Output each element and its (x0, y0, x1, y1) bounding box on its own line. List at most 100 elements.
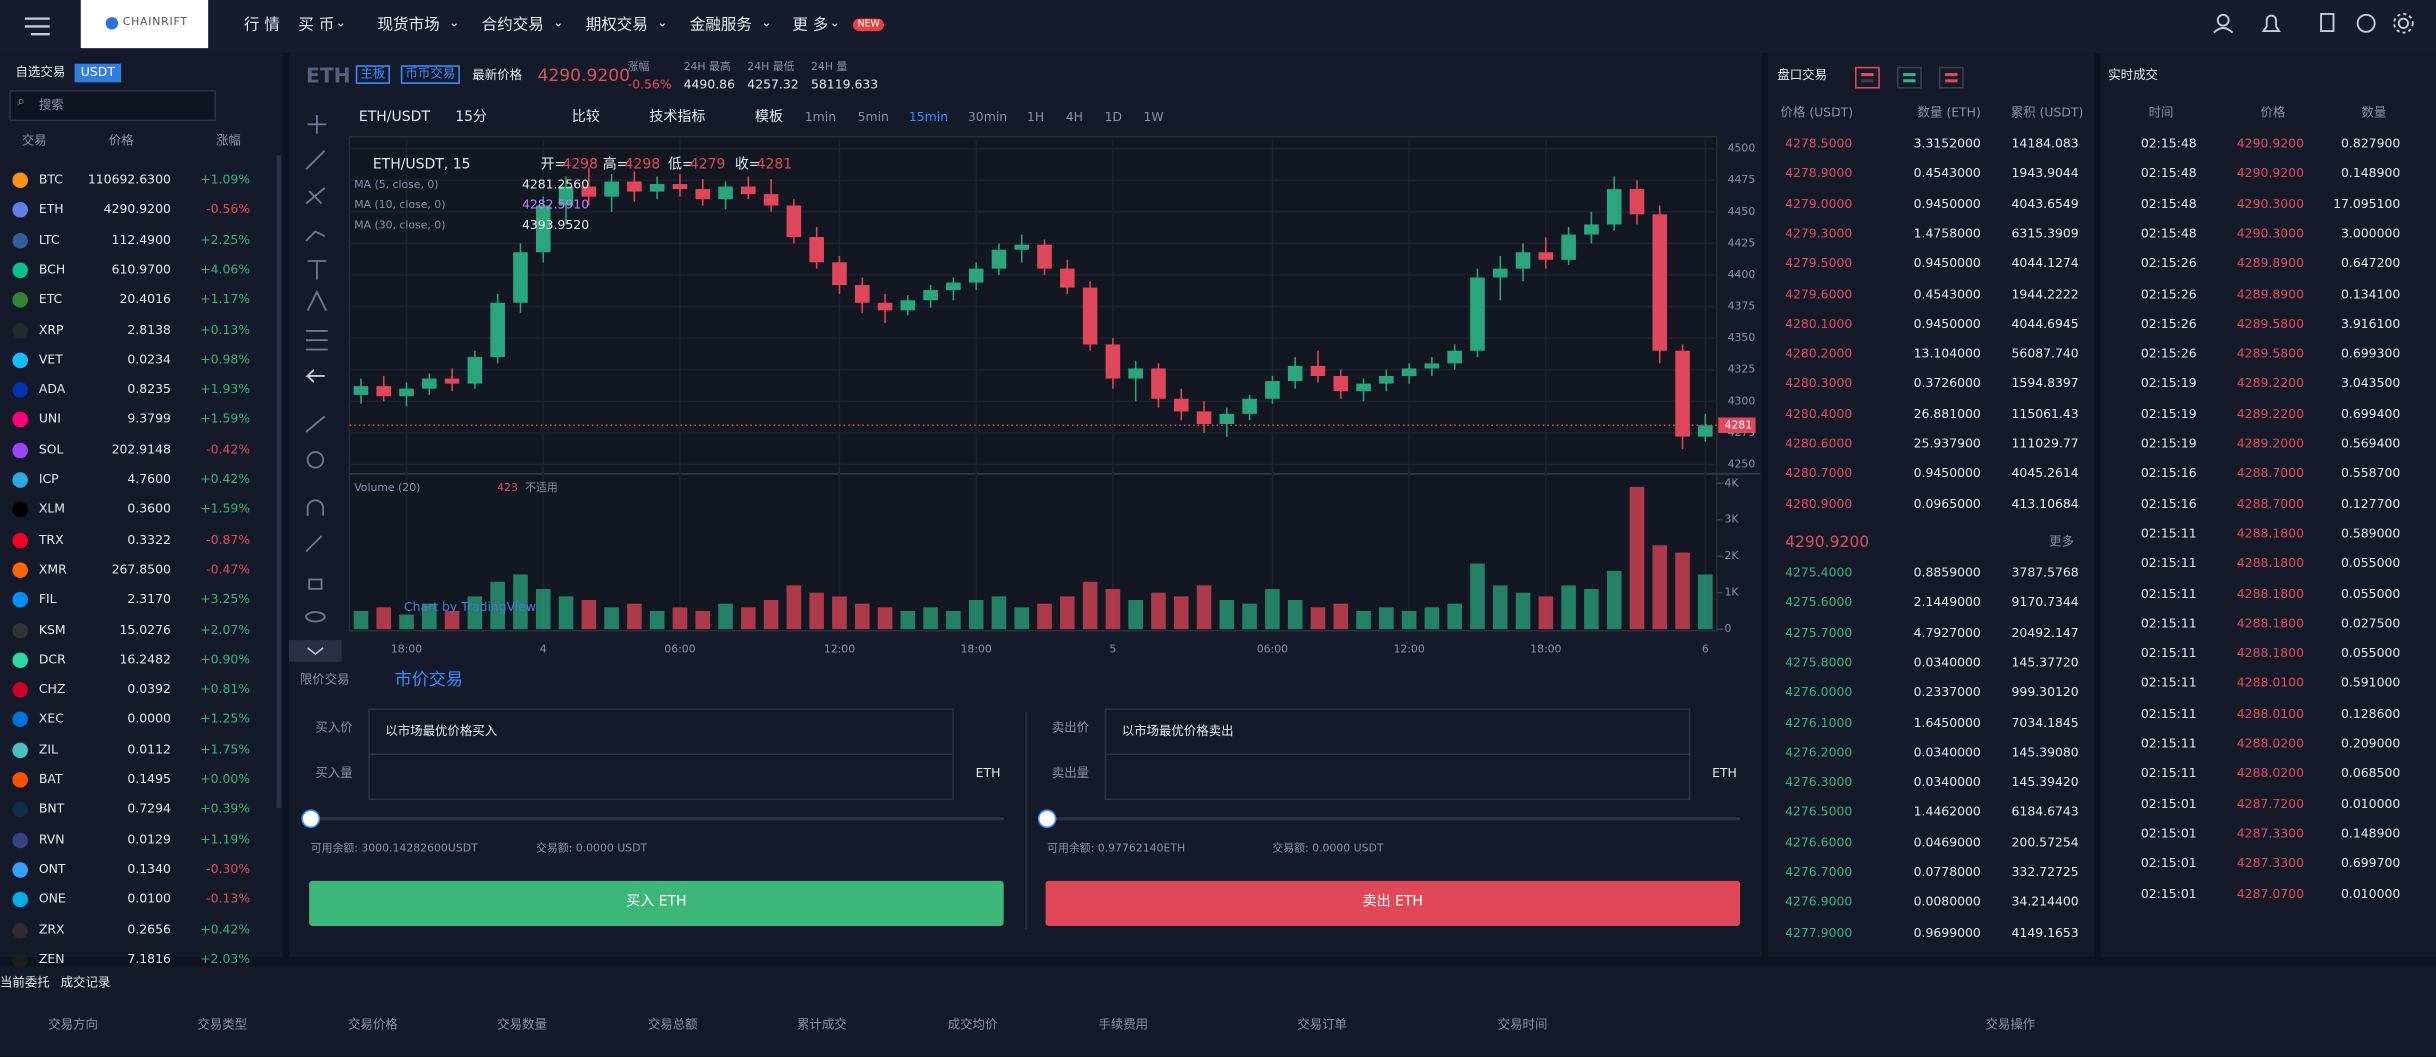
orders-tab[interactable]: 成交记录 (60, 975, 111, 990)
nav-item[interactable]: 行 情 (243, 17, 280, 35)
candle-body (718, 186, 733, 200)
ticker-tag[interactable]: 主板 (355, 65, 390, 84)
slider-track[interactable] (1047, 817, 1741, 821)
book-price[interactable]: 4276.0000 (1785, 685, 1853, 700)
interval-option[interactable]: 5min (857, 110, 889, 125)
slider-track[interactable] (310, 817, 1004, 821)
toolbar-item[interactable]: 技术指标 (649, 110, 706, 126)
volume-tick-label: 3K (1724, 513, 1739, 526)
candle-body (877, 302, 893, 311)
drawing-tools[interactable] (305, 114, 328, 623)
nav-item[interactable]: 买 币 (298, 17, 335, 35)
last-price-tag (1718, 417, 1756, 434)
book-price[interactable]: 4280.4000 (1785, 406, 1853, 421)
interval-option[interactable]: 30min (967, 110, 1008, 125)
book-view-toggle[interactable] (1896, 66, 1922, 89)
header-icons[interactable] (2213, 13, 2414, 34)
chart-interval[interactable]: 15分 (455, 110, 487, 126)
nav-item[interactable]: 更 多 (792, 17, 829, 35)
trade-price: 4288.1800 (2236, 616, 2304, 631)
submit-button[interactable]: 卖出 ETH (1045, 880, 1741, 926)
volume-bar (718, 603, 733, 630)
orders-header: 交易时间 (1497, 1017, 1548, 1032)
book-price[interactable]: 4279.5000 (1785, 256, 1853, 271)
book-price[interactable]: 4279.0000 (1785, 196, 1853, 211)
volume-bar (649, 610, 665, 630)
nav-item[interactable]: 金融服务 (689, 17, 752, 35)
book-price[interactable]: 4280.3000 (1785, 376, 1853, 391)
book-price[interactable]: 4276.6000 (1785, 835, 1853, 850)
form-tab[interactable]: 限价交易 (299, 672, 350, 687)
logo-box[interactable] (80, 0, 209, 49)
book-price[interactable]: 4276.3000 (1785, 775, 1853, 790)
book-price[interactable]: 4278.5000 (1785, 136, 1853, 151)
qty-input[interactable] (368, 753, 954, 801)
volume-bar (741, 607, 756, 630)
book-price[interactable]: 4280.2000 (1785, 346, 1853, 361)
ticker-last: 4290.9200 (537, 65, 630, 86)
orders-tab[interactable]: 当前委托 (0, 975, 50, 990)
coin-price: 4290.9200 (103, 202, 171, 217)
book-price[interactable]: 4276.5000 (1785, 805, 1853, 820)
ticker-stat-value: 4490.86 (683, 77, 735, 92)
search-box[interactable]: 搜索 ⌕ (9, 90, 216, 122)
collapse-button[interactable] (288, 640, 342, 662)
interval-option[interactable]: 1min (804, 110, 837, 125)
coin-price: 202.9148 (111, 442, 171, 457)
book-price[interactable]: 4280.6000 (1785, 436, 1853, 451)
interval-option[interactable]: 1H (1026, 110, 1045, 125)
nav-caret: ⌄ (448, 15, 460, 30)
interval-option[interactable]: 1W (1143, 110, 1164, 125)
book-price[interactable]: 4276.9000 (1785, 895, 1853, 910)
book-price[interactable]: 4276.7000 (1785, 865, 1853, 880)
volume-bar (1014, 607, 1030, 630)
book-price[interactable]: 4276.2000 (1785, 745, 1853, 760)
book-price[interactable]: 4279.6000 (1785, 286, 1853, 301)
book-view-toggle[interactable] (1938, 66, 1964, 89)
coin-icon (12, 742, 28, 758)
book-price[interactable]: 4275.6000 (1785, 595, 1853, 610)
book-price[interactable]: 4280.1000 (1785, 316, 1853, 331)
market-tab[interactable]: 自选交易 (15, 65, 66, 80)
coin-icon (12, 682, 28, 698)
submit-button[interactable]: 买入 ETH (309, 880, 1004, 926)
slider-knob[interactable] (301, 809, 321, 829)
market-tab-active[interactable]: USDT (74, 63, 122, 83)
book-price[interactable]: 4277.9000 (1785, 925, 1853, 940)
book-price[interactable]: 4275.7000 (1785, 625, 1853, 640)
book-price[interactable]: 4280.9000 (1785, 496, 1853, 511)
price-input[interactable] (1104, 708, 1691, 756)
book-price[interactable]: 4279.3000 (1785, 226, 1853, 241)
volume-tick-label: 0 (1724, 622, 1731, 635)
nav-item[interactable]: 现货市场 (377, 17, 440, 35)
book-qty: 0.0340000 (1913, 745, 1981, 760)
trade-price: 4288.1800 (2236, 526, 2304, 541)
toolbar-item[interactable]: 模板 (755, 110, 784, 126)
nav-item[interactable]: 期权交易 (585, 17, 648, 35)
coin-change: +0.00% (200, 772, 251, 787)
book-price[interactable]: 4278.9000 (1785, 166, 1853, 181)
form-tab-active[interactable]: 市价交易 (394, 669, 463, 690)
chart-pair[interactable]: ETH/USDT (358, 110, 430, 126)
coin-price: 7.1816 (127, 952, 171, 967)
menu-icon[interactable] (24, 17, 50, 36)
interval-option[interactable]: 1D (1104, 110, 1123, 125)
book-more[interactable]: 更多 (2049, 534, 2075, 549)
qty-input[interactable] (1104, 753, 1691, 801)
coin-name: TRX (38, 532, 64, 547)
book-price[interactable]: 4276.1000 (1785, 715, 1853, 730)
book-price[interactable]: 4275.4000 (1785, 565, 1853, 580)
toolbar-item[interactable]: 比较 (571, 110, 600, 126)
slider-knob[interactable] (1037, 809, 1057, 829)
volume-bar (1333, 603, 1349, 630)
coin-price: 4.7600 (127, 472, 171, 487)
ticker-tag[interactable]: 币币交易 (400, 65, 460, 84)
interval-option[interactable]: 4H (1065, 110, 1084, 125)
book-price[interactable]: 4275.8000 (1785, 655, 1853, 670)
book-view-toggle[interactable] (1854, 66, 1880, 89)
trade-qty: 0.209000 (2341, 736, 2401, 751)
book-price[interactable]: 4280.7000 (1785, 466, 1853, 481)
nav-item[interactable]: 合约交易 (481, 17, 544, 35)
interval-option[interactable]: 15min (908, 110, 949, 125)
